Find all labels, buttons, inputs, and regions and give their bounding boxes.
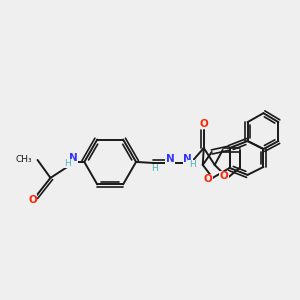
Text: O: O — [204, 174, 213, 184]
Text: H: H — [151, 164, 158, 173]
Text: O: O — [200, 118, 209, 129]
Text: N: N — [183, 154, 192, 164]
Text: O: O — [220, 171, 228, 182]
Text: O: O — [28, 195, 37, 205]
Text: H: H — [64, 159, 71, 168]
Text: CH₃: CH₃ — [16, 155, 32, 164]
Text: N: N — [166, 154, 174, 164]
Text: N: N — [69, 153, 78, 163]
Text: H: H — [189, 160, 195, 169]
